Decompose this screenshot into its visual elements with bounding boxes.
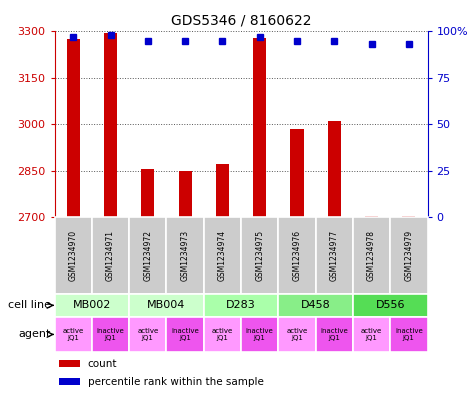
Text: agent: agent — [19, 329, 51, 340]
Text: inactive
JQ1: inactive JQ1 — [97, 328, 124, 341]
Bar — [92, 317, 129, 352]
Bar — [55, 217, 92, 294]
Bar — [67, 39, 80, 217]
Text: D556: D556 — [375, 300, 405, 310]
Bar — [278, 317, 316, 352]
Text: percentile rank within the sample: percentile rank within the sample — [88, 376, 264, 387]
Bar — [253, 38, 266, 217]
Bar — [353, 217, 390, 294]
Text: GSM1234979: GSM1234979 — [404, 230, 413, 281]
Text: GSM1234970: GSM1234970 — [69, 230, 78, 281]
Bar — [390, 217, 428, 294]
Bar — [92, 217, 129, 294]
Text: D283: D283 — [226, 300, 256, 310]
Bar — [204, 294, 278, 317]
Bar — [204, 217, 241, 294]
Bar — [167, 317, 204, 352]
Bar — [167, 217, 204, 294]
Bar — [353, 294, 428, 317]
Bar — [365, 216, 378, 217]
Text: inactive
JQ1: inactive JQ1 — [321, 328, 348, 341]
Bar — [104, 33, 117, 217]
Text: cell line: cell line — [8, 300, 51, 310]
Bar — [129, 294, 204, 317]
Text: count: count — [88, 359, 117, 369]
Bar — [129, 217, 166, 294]
Bar — [402, 216, 415, 217]
Bar — [179, 171, 191, 217]
Bar — [315, 317, 353, 352]
Text: GSM1234974: GSM1234974 — [218, 230, 227, 281]
Bar — [278, 217, 316, 294]
Text: GSM1234973: GSM1234973 — [180, 230, 190, 281]
Text: GSM1234978: GSM1234978 — [367, 230, 376, 281]
Text: inactive
JQ1: inactive JQ1 — [171, 328, 199, 341]
Bar — [328, 121, 341, 217]
Bar — [241, 217, 278, 294]
Title: GDS5346 / 8160622: GDS5346 / 8160622 — [171, 13, 311, 28]
Bar — [55, 317, 92, 352]
Text: GSM1234971: GSM1234971 — [106, 230, 115, 281]
Bar — [241, 317, 278, 352]
Bar — [59, 360, 80, 367]
Bar — [315, 217, 353, 294]
Text: inactive
JQ1: inactive JQ1 — [395, 328, 423, 341]
Text: MB004: MB004 — [147, 300, 186, 310]
Bar — [278, 294, 353, 317]
Bar — [353, 317, 390, 352]
Text: active
JQ1: active JQ1 — [286, 328, 308, 341]
Text: active
JQ1: active JQ1 — [63, 328, 84, 341]
Text: active
JQ1: active JQ1 — [137, 328, 159, 341]
Bar — [142, 169, 154, 217]
Text: active
JQ1: active JQ1 — [361, 328, 382, 341]
Text: D458: D458 — [301, 300, 331, 310]
Bar — [129, 317, 166, 352]
Bar — [204, 317, 241, 352]
Text: active
JQ1: active JQ1 — [212, 328, 233, 341]
Bar — [55, 294, 129, 317]
Bar — [291, 129, 304, 217]
Bar — [59, 378, 80, 385]
Text: inactive
JQ1: inactive JQ1 — [246, 328, 274, 341]
Text: GSM1234976: GSM1234976 — [293, 230, 302, 281]
Text: GSM1234975: GSM1234975 — [255, 230, 264, 281]
Text: MB002: MB002 — [73, 300, 111, 310]
Text: GSM1234977: GSM1234977 — [330, 230, 339, 281]
Bar — [390, 317, 428, 352]
Text: GSM1234972: GSM1234972 — [143, 230, 152, 281]
Bar — [216, 164, 229, 217]
